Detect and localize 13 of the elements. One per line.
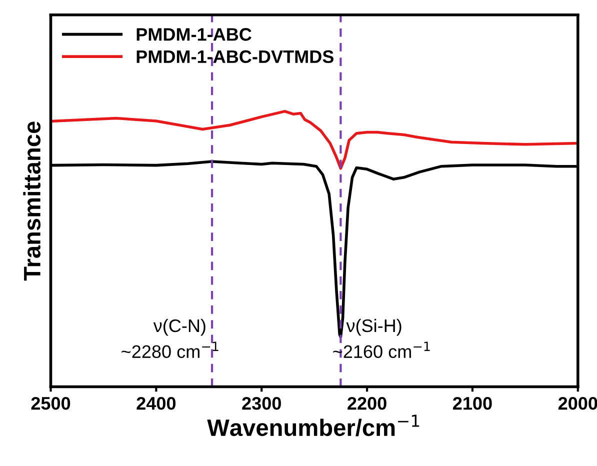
annotation: ~2280 cm$^{−1}$ bbox=[122, 342, 218, 358]
legend-label: PMDM-1-ABC-DVTMDS bbox=[136, 50, 334, 64]
ref-line-label: ν(Si-H) bbox=[346, 318, 402, 336]
x-axis-title: Wavenumber/cm$^{−1}$ bbox=[207, 414, 420, 436]
ref-line-label: ν(C-N) bbox=[153, 318, 206, 336]
y-axis-title: Transmittance bbox=[23, 122, 41, 281]
x-tick-label: 2000 bbox=[558, 396, 597, 410]
x-tick-label: 2300 bbox=[242, 396, 281, 410]
x-tick-label: 2200 bbox=[348, 396, 386, 410]
legend-label: PMDM-1-ABC bbox=[136, 28, 252, 41]
x-tick-label: 2500 bbox=[31, 396, 70, 410]
x-tick-label: 2100 bbox=[453, 396, 492, 410]
x-tick-label: 2400 bbox=[136, 396, 176, 410]
